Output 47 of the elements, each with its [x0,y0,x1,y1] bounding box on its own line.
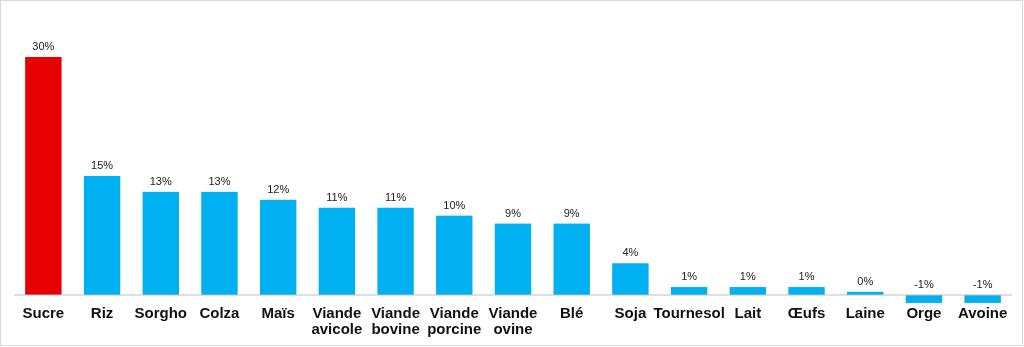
bar [494,223,532,295]
bar [553,223,590,295]
x-tick-label: Lait [734,304,762,321]
x-tick-label: Blé [560,304,584,321]
x-tick-label: Avoine [957,304,1008,321]
data-label: 1% [681,270,698,283]
x-tick-label: Riz [90,304,114,321]
bar [377,207,414,295]
data-label: -1% [914,278,934,290]
x-tick-label: Œufs [787,304,826,321]
data-label: 1% [798,270,815,283]
x-tick-label: Viande avicole [311,304,363,337]
data-label: 9% [505,206,522,219]
data-label: 9% [563,206,580,219]
data-label: 1% [739,270,756,283]
data-label: -1% [972,278,993,290]
x-tick-label: Viande ovine [488,304,538,337]
x-tick-label: Tournesol [653,304,725,321]
bar [201,191,238,295]
data-label: 4% [622,246,639,259]
x-tick-label: Viande porcine [427,304,482,337]
data-label: 10% [443,198,466,211]
x-tick-label: Viande bovine [371,304,421,337]
data-label: 30% [32,40,55,52]
data-label: 13% [208,174,231,187]
bar [25,57,62,295]
data-label: 13% [149,174,172,187]
bar [83,176,121,295]
data-label: 11% [384,190,407,203]
x-tick-label: Soja [614,304,647,321]
bar [259,199,297,295]
bar [612,263,649,295]
bar [142,191,179,295]
x-tick-label: Sorgho [134,304,188,321]
data-label: 0% [857,274,874,287]
bar [964,295,1001,303]
x-tick-label: Colza [199,304,241,321]
x-tick-label: Sucre [22,304,65,321]
bar [436,215,473,295]
data-label: 15% [91,159,114,171]
x-tick-label: Orge [906,304,942,321]
bar [788,287,825,295]
bar [318,207,356,295]
data-label: 12% [267,182,290,195]
x-tick-label: Maïs [261,304,295,321]
x-tick-label: Laine [845,304,885,321]
data-label: 11% [326,190,348,203]
